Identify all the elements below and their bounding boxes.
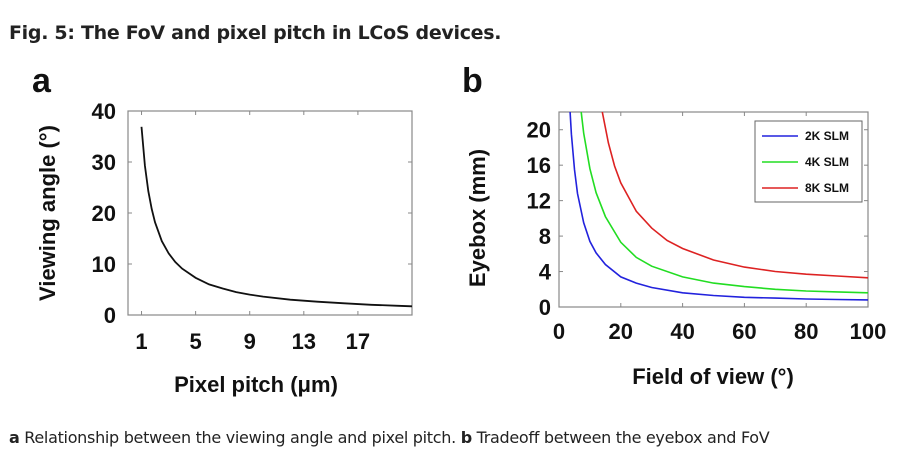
panel-b-ylabel: Eyebox (mm) [465, 149, 490, 287]
y-tick-label: 0 [539, 295, 551, 320]
x-tick-label: 100 [850, 319, 887, 344]
y-tick-label: 10 [92, 252, 116, 277]
panel-a-frame [127, 110, 413, 316]
figure-title: Fig. 5: The FoV and pixel pitch in LCoS … [9, 22, 502, 44]
y-tick-label: 0 [104, 303, 116, 328]
legend-label: 8K SLM [805, 181, 849, 195]
panel-a-chart: a 1 5 9 13 17 0 10 20 30 40 Pixel pitch (μm) View… [32, 62, 413, 397]
panel-a-ylabel: Viewing angle (°) [35, 125, 60, 301]
y-tick-label: 20 [92, 201, 116, 226]
y-tick-label: 30 [92, 150, 116, 175]
x-tick-label: 1 [135, 329, 147, 354]
panel-b-frame [558, 111, 869, 308]
panel-b-legend: 2K SLM 4K SLM 8K SLM [754, 120, 863, 203]
x-tick-label: 20 [609, 319, 633, 344]
panel-b-chart: b 0 20 40 60 80 100 0 4 8 12 16 20 2K SLM 4K SLM 8K S… [462, 62, 886, 389]
figure-caption: a Relationship between the viewing angle… [9, 428, 770, 447]
y-tick-label: 16 [527, 153, 551, 178]
x-tick-label: 5 [189, 329, 201, 354]
legend-label: 4K SLM [805, 155, 849, 169]
y-tick-label: 20 [527, 118, 551, 143]
series-line-4k-slm [580, 111, 869, 294]
series-line-8k-slm [601, 111, 869, 279]
caption-a-label: a [9, 428, 20, 447]
y-tick-label: 8 [539, 224, 551, 249]
x-tick-label: 60 [732, 319, 756, 344]
y-tick-label: 12 [527, 189, 551, 214]
x-tick-label: 80 [794, 319, 818, 344]
caption-b-label: b [460, 428, 472, 447]
legend-label: 2K SLM [805, 129, 849, 143]
panel-a-letter: a [32, 62, 52, 100]
y-tick-label: 40 [92, 99, 116, 124]
caption-a-text: Relationship between the viewing angle a… [19, 428, 461, 447]
x-tick-label: 13 [292, 329, 316, 354]
panel-a-series-line [140, 126, 413, 308]
panel-b-xlabel: Field of view (°) [632, 364, 794, 389]
caption-b-text: Tradeoff between the eyebox and FoV [471, 428, 770, 447]
panel-b-letter: b [462, 62, 483, 100]
panel-a-xlabel: Pixel pitch (μm) [174, 372, 338, 397]
y-tick-label: 4 [539, 260, 552, 285]
x-tick-label: 40 [670, 319, 694, 344]
x-tick-label: 17 [346, 329, 370, 354]
x-tick-label: 9 [244, 329, 256, 354]
series-line-2k-slm [569, 111, 869, 301]
x-tick-label: 0 [553, 319, 565, 344]
